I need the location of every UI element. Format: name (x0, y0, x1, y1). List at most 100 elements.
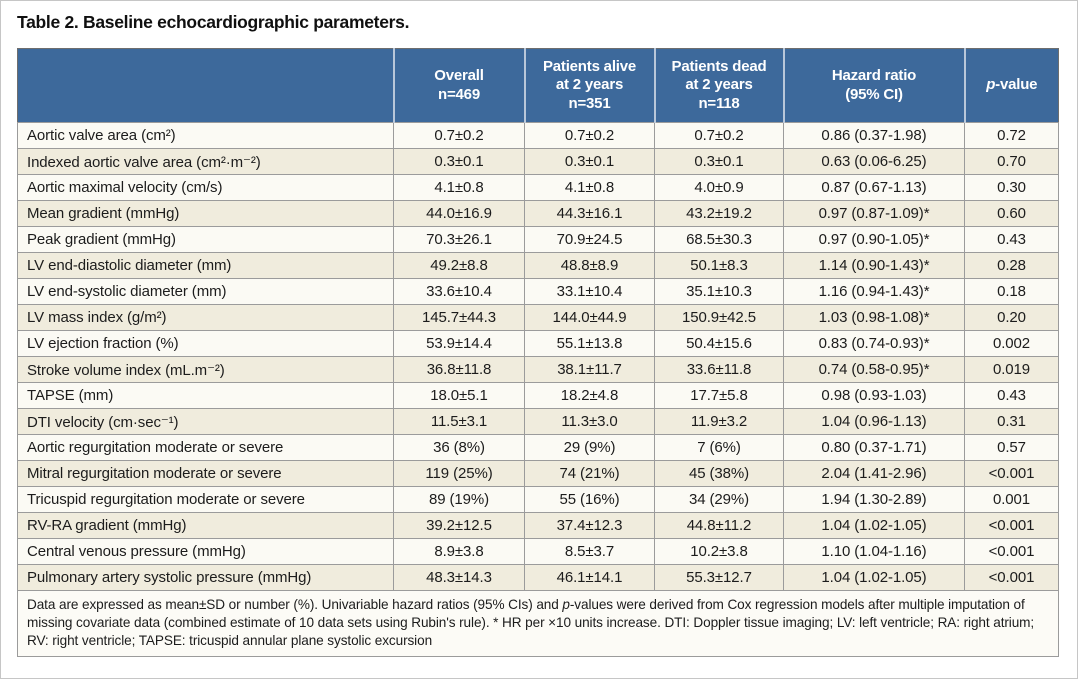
value-cell: 0.57 (964, 434, 1059, 461)
value-cell: 150.9±42.5 (654, 304, 784, 331)
value-cell: 49.2±8.8 (393, 252, 525, 279)
value-cell: 44.3±16.1 (524, 200, 655, 227)
value-cell: 1.16 (0.94-1.43)* (783, 278, 965, 305)
table-row: Mean gradient (mmHg) 44.0±16.9 44.3±16.1… (17, 200, 1059, 227)
value-cell: 18.2±4.8 (524, 382, 655, 409)
parameter-cell: Aortic maximal velocity (cm/s) (17, 174, 394, 201)
value-cell: 4.1±0.8 (393, 174, 525, 201)
value-cell: 10.2±3.8 (654, 538, 784, 565)
value-cell: 0.28 (964, 252, 1059, 279)
column-header-dead: Patients dead at 2 years n=118 (653, 48, 784, 123)
value-cell: 33.1±10.4 (524, 278, 655, 305)
value-cell: 0.83 (0.74-0.93)* (783, 330, 965, 357)
value-cell: 7 (6%) (654, 434, 784, 461)
value-cell: 17.7±5.8 (654, 382, 784, 409)
table-row: Peak gradient (mmHg) 70.3±26.1 70.9±24.5… (17, 226, 1059, 253)
value-cell: <0.001 (964, 538, 1059, 565)
value-cell: 44.8±11.2 (654, 512, 784, 539)
column-header-hazard-ratio: Hazard ratio (95% CI) (782, 48, 965, 123)
table-row: LV mass index (g/m²) 145.7±44.3 144.0±44… (17, 304, 1059, 331)
parameter-cell: LV end-diastolic diameter (mm) (17, 252, 394, 279)
value-cell: 89 (19%) (393, 486, 525, 513)
table-row: Indexed aortic valve area (cm²·m⁻²) 0.3±… (17, 148, 1059, 175)
parameter-cell: Mean gradient (mmHg) (17, 200, 394, 227)
table-row: LV end-diastolic diameter (mm) 49.2±8.8 … (17, 252, 1059, 279)
column-header-alive: Patients alive at 2 years n=351 (523, 48, 655, 123)
table-row: Stroke volume index (mL.m⁻²) 36.8±11.8 3… (17, 356, 1059, 383)
value-cell: 36.8±11.8 (393, 356, 525, 383)
value-cell: 0.3±0.1 (524, 148, 655, 175)
value-cell: 0.43 (964, 382, 1059, 409)
value-cell: 2.04 (1.41-2.96) (783, 460, 965, 487)
parameter-cell: Central venous pressure (mmHg) (17, 538, 394, 565)
value-cell: 70.9±24.5 (524, 226, 655, 253)
value-cell: <0.001 (964, 460, 1059, 487)
value-cell: 38.1±11.7 (524, 356, 655, 383)
value-cell: 0.70 (964, 148, 1059, 175)
column-header-overall: Overall n=469 (392, 48, 525, 123)
column-header-parameter (17, 48, 394, 123)
value-cell: 11.5±3.1 (393, 408, 525, 435)
value-cell: 0.86 (0.37-1.98) (783, 122, 965, 149)
value-cell: <0.001 (964, 512, 1059, 539)
value-cell: 55 (16%) (524, 486, 655, 513)
value-cell: 8.5±3.7 (524, 538, 655, 565)
value-cell: 0.98 (0.93-1.03) (783, 382, 965, 409)
value-cell: 0.7±0.2 (393, 122, 525, 149)
parameter-cell: Pulmonary artery systolic pressure (mmHg… (17, 564, 394, 591)
value-cell: 4.1±0.8 (524, 174, 655, 201)
table-row: LV end-systolic diameter (mm) 33.6±10.4 … (17, 278, 1059, 305)
parameter-cell: Peak gradient (mmHg) (17, 226, 394, 253)
parameter-cell: Aortic valve area (cm²) (17, 122, 394, 149)
value-cell: 144.0±44.9 (524, 304, 655, 331)
table-row: Mitral regurgitation moderate or severe … (17, 460, 1059, 487)
value-cell: 1.94 (1.30-2.89) (783, 486, 965, 513)
value-cell: 119 (25%) (393, 460, 525, 487)
value-cell: 0.002 (964, 330, 1059, 357)
footnote-text-1: Data are expressed as mean±SD or number … (27, 597, 563, 612)
value-cell: 0.20 (964, 304, 1059, 331)
table-row: Aortic valve area (cm²) 0.7±0.2 0.7±0.2 … (17, 122, 1059, 149)
value-cell: 18.0±5.1 (393, 382, 525, 409)
column-header-pvalue: p-value (963, 48, 1059, 123)
value-cell: 74 (21%) (524, 460, 655, 487)
value-cell: 145.7±44.3 (393, 304, 525, 331)
pvalue-header-rest: -value (995, 76, 1038, 94)
value-cell: 0.31 (964, 408, 1059, 435)
value-cell: 4.0±0.9 (654, 174, 784, 201)
value-cell: 1.03 (0.98-1.08)* (783, 304, 965, 331)
value-cell: 0.3±0.1 (393, 148, 525, 175)
value-cell: 0.7±0.2 (524, 122, 655, 149)
value-cell: 34 (29%) (654, 486, 784, 513)
value-cell: <0.001 (964, 564, 1059, 591)
value-cell: 1.04 (1.02-1.05) (783, 564, 965, 591)
footnote-italic-p: p (562, 597, 570, 612)
parameter-cell: DTI velocity (cm·sec⁻¹) (17, 408, 394, 435)
value-cell: 68.5±30.3 (654, 226, 784, 253)
value-cell: 29 (9%) (524, 434, 655, 461)
value-cell: 0.97 (0.87-1.09)* (783, 200, 965, 227)
table-body: Aortic valve area (cm²) 0.7±0.2 0.7±0.2 … (17, 122, 1059, 591)
table-row: Tricuspid regurgitation moderate or seve… (17, 486, 1059, 513)
value-cell: 48.3±14.3 (393, 564, 525, 591)
value-cell: 8.9±3.8 (393, 538, 525, 565)
parameter-cell: Indexed aortic valve area (cm²·m⁻²) (17, 148, 394, 175)
pvalue-header-italic-p: p (986, 76, 996, 94)
value-cell: 43.2±19.2 (654, 200, 784, 227)
value-cell: 36 (8%) (393, 434, 525, 461)
value-cell: 37.4±12.3 (524, 512, 655, 539)
parameter-cell: Tricuspid regurgitation moderate or seve… (17, 486, 394, 513)
echo-parameters-table: Overall n=469 Patients alive at 2 years … (17, 48, 1059, 657)
value-cell: 39.2±12.5 (393, 512, 525, 539)
value-cell: 0.60 (964, 200, 1059, 227)
parameter-cell: LV mass index (g/m²) (17, 304, 394, 331)
value-cell: 0.3±0.1 (654, 148, 784, 175)
parameter-cell: LV ejection fraction (%) (17, 330, 394, 357)
value-cell: 53.9±14.4 (393, 330, 525, 357)
table-row: Aortic maximal velocity (cm/s) 4.1±0.8 4… (17, 174, 1059, 201)
value-cell: 0.001 (964, 486, 1059, 513)
value-cell: 0.80 (0.37-1.71) (783, 434, 965, 461)
value-cell: 33.6±10.4 (393, 278, 525, 305)
parameter-cell: RV-RA gradient (mmHg) (17, 512, 394, 539)
